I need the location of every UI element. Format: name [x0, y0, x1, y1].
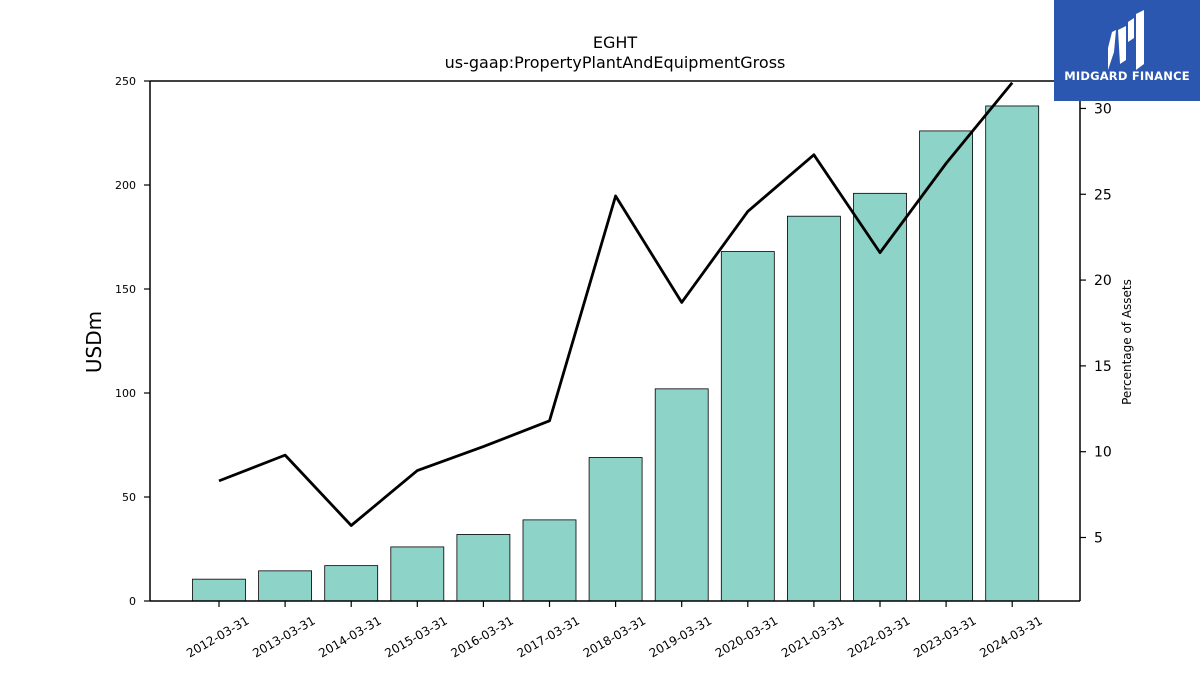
y2-tick-label: 25 — [1094, 187, 1112, 203]
logo-text: MIDGARD FINANCE — [1064, 69, 1190, 83]
bar — [853, 192, 907, 602]
y-tick-label: 0 — [129, 595, 136, 608]
bar — [985, 105, 1040, 602]
bar — [588, 457, 643, 602]
bar — [456, 534, 511, 602]
line-series — [218, 81, 1014, 527]
logo-icon — [1108, 10, 1144, 70]
y2-tick-label: 5 — [1094, 531, 1103, 547]
chart-subtitle: us-gaap:PropertyPlantAndEquipmentGross — [445, 53, 786, 72]
x-tick-label: 2023-03-31 — [911, 613, 978, 660]
bar — [654, 388, 709, 602]
bar — [720, 251, 775, 602]
y-tick-label: 200 — [115, 179, 136, 192]
x-tick-label: 2015-03-31 — [382, 613, 449, 660]
y-tick-label: 150 — [115, 283, 136, 296]
bar — [324, 565, 379, 602]
y2-tick-label: 20 — [1094, 273, 1112, 289]
x-tick-label: 2024-03-31 — [977, 613, 1044, 660]
x-tick-label: 2018-03-31 — [581, 613, 648, 660]
y2-axis-label: Percentage of Assets — [1120, 279, 1134, 405]
chart-title: EGHT — [593, 33, 638, 52]
bar-series — [192, 105, 1040, 602]
x-tick-label: 2022-03-31 — [845, 613, 912, 660]
x-tick-label: 2013-03-31 — [250, 613, 317, 660]
x-tick-label: 2014-03-31 — [316, 613, 383, 660]
y-tick-label: 100 — [115, 387, 136, 400]
logo: MIDGARD FINANCE — [1054, 0, 1200, 101]
y2-tick-label: 30 — [1094, 101, 1112, 117]
x-tick-label: 2021-03-31 — [779, 613, 846, 660]
x-tick-label: 2020-03-31 — [713, 613, 780, 660]
y-tick-label: 50 — [122, 491, 136, 504]
bar — [522, 519, 577, 602]
bar — [919, 130, 973, 602]
bar — [787, 215, 841, 602]
bar — [258, 570, 313, 602]
x-tick-label: 2012-03-31 — [184, 613, 251, 660]
y2-tick-label: 15 — [1094, 359, 1112, 375]
y-axis-label: USDm — [82, 311, 106, 373]
line-path — [218, 81, 1014, 527]
bar — [192, 578, 246, 602]
x-tick-label: 2019-03-31 — [647, 613, 714, 660]
x-tick-label: 2016-03-31 — [448, 613, 515, 660]
bar — [390, 546, 445, 602]
x-tick-label: 2017-03-31 — [515, 613, 582, 660]
y2-tick-label: 10 — [1094, 445, 1112, 461]
y-tick-label: 250 — [115, 75, 136, 88]
